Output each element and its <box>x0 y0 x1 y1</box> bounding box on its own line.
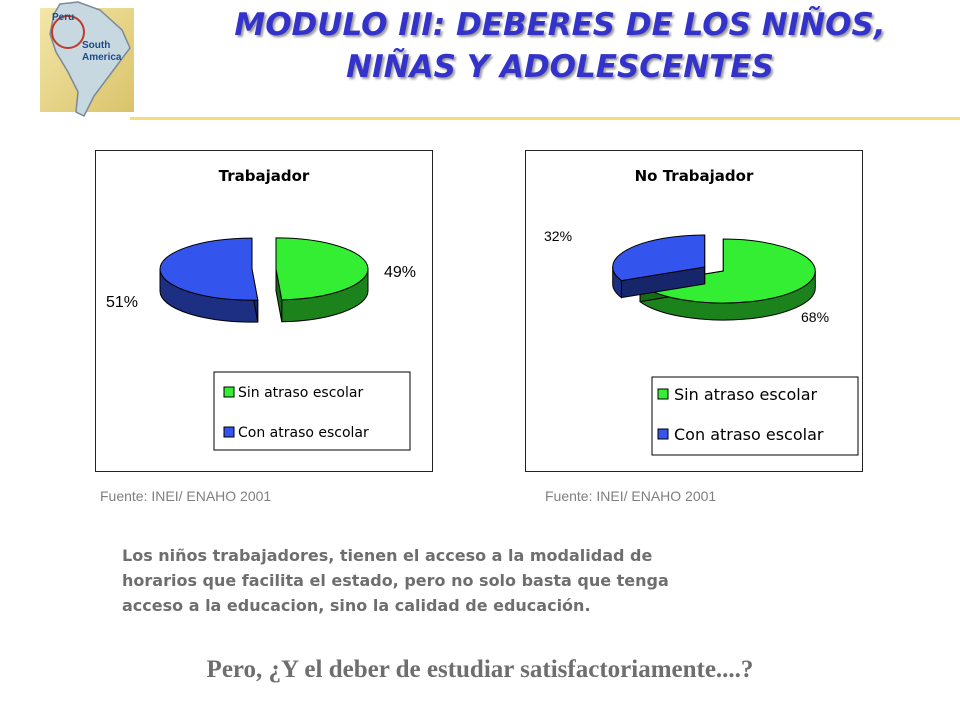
south-america-map-icon: Peru South America <box>40 1 134 118</box>
pie-slice-con-atraso-escolar <box>159 237 259 301</box>
body-text-line1: Los niños trabajadores, tienen el acceso… <box>122 546 653 565</box>
pie-slice-con-atraso-escolar <box>612 234 706 282</box>
pie-slice-sin-atraso-escolar <box>275 237 369 301</box>
pie-slices <box>612 234 816 321</box>
header-divider <box>130 117 960 120</box>
legend-swatch-sin-atraso <box>657 388 669 400</box>
body-text: Los niños trabajadores, tienen el acceso… <box>122 543 842 618</box>
logo-line1: Peru <box>52 12 74 23</box>
chart-title: Trabajador <box>219 167 310 185</box>
slice-label-con-atraso: 51% <box>106 294 138 311</box>
legend-label-sin-atraso: Sin atraso escolar <box>674 385 818 404</box>
legend-swatch-con-atraso <box>223 426 235 438</box>
source-caption-right: Fuente: INEI/ ENAHO 2001 <box>545 488 717 504</box>
slice-label-sin-atraso: 49% <box>384 264 416 281</box>
slice-label-con-atraso: 32% <box>544 228 572 244</box>
logo-line3: America <box>82 52 122 63</box>
pie-slices <box>159 237 369 323</box>
chart-title: No Trabajador <box>635 167 754 185</box>
source-caption-left: Fuente: INEI/ ENAHO 2001 <box>100 488 272 504</box>
legend-box <box>213 371 411 451</box>
legend-swatch-sin-atraso <box>223 386 235 398</box>
legend-label-con-atraso: Con atraso escolar <box>238 425 369 441</box>
closing-question: Pero, ¿Y el deber de estudiar satisfacto… <box>206 656 754 683</box>
legend-label-sin-atraso: Sin atraso escolar <box>238 385 363 401</box>
page-title-line2: NIÑAS Y ADOLESCENTES <box>346 49 774 85</box>
legend-swatch-con-atraso <box>657 428 669 440</box>
legend: Sin atraso escolar Con atraso escolar <box>651 376 859 456</box>
logo-line2: South <box>82 40 110 51</box>
body-text-line2: horarios que facilita el estado, pero no… <box>122 571 669 590</box>
legend: Sin atraso escolar Con atraso escolar <box>213 371 411 451</box>
body-text-line3: acceso a la educacion, sino la calidad d… <box>122 596 591 615</box>
legend-label-con-atraso: Con atraso escolar <box>674 425 824 444</box>
page-title-line1: MODULO III: DEBERES DE LOS NIÑOS, <box>234 7 886 43</box>
legend-box <box>651 376 859 456</box>
slice-label-sin-atraso: 68% <box>801 309 829 325</box>
pie-chart-trabajador: Trabajador 49% 51% Sin atraso escolar Co… <box>95 150 433 472</box>
page-title: MODULO III: DEBERES DE LOS NIÑOS, NIÑAS … <box>200 4 920 88</box>
pie-chart-no-trabajador: No Trabajador 68% 32% Sin atraso escolar… <box>525 150 863 472</box>
